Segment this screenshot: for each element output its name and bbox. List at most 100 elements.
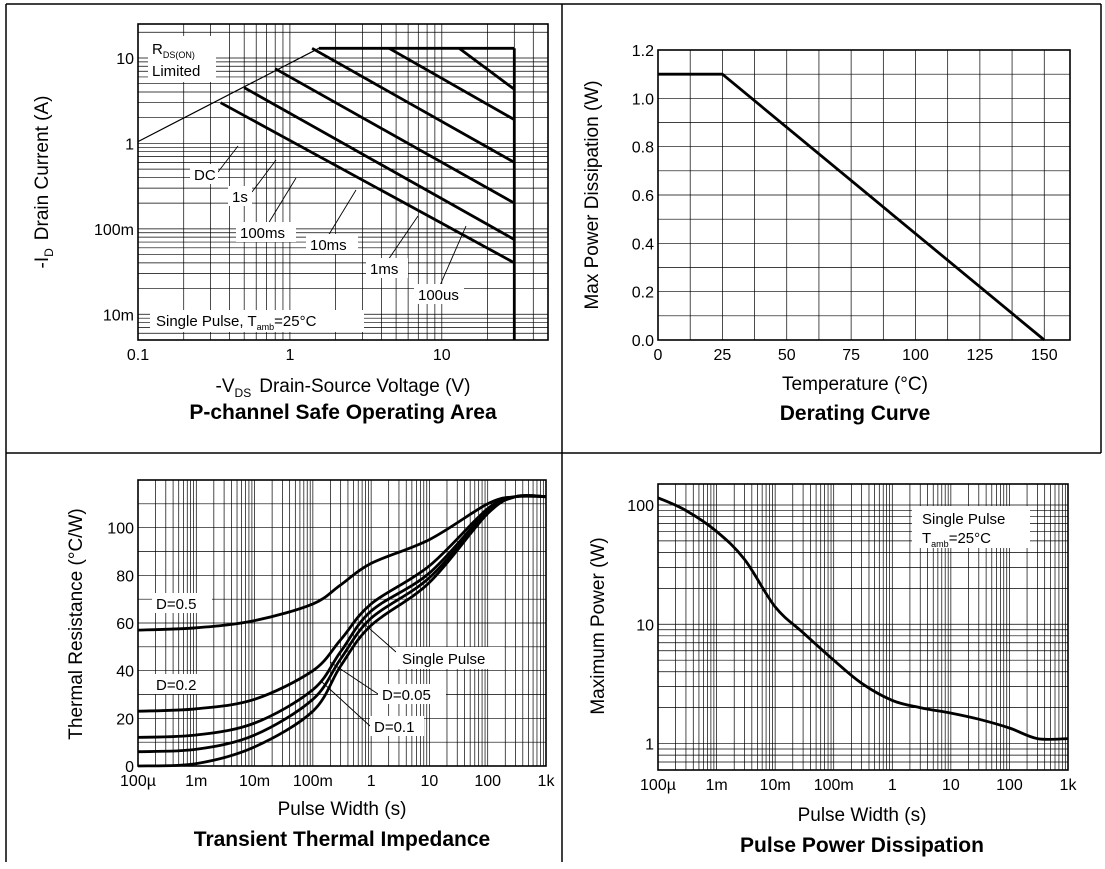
pulse-power-ticks: 100µ 1m 10m 100m 1 10 100 1k 100 10 1 <box>627 498 1077 794</box>
derating-y-tick-label: 0.0 <box>632 333 654 350</box>
thermal-x-tick-label: 10m <box>239 773 270 790</box>
derating-y-tick-label: 0.8 <box>632 140 654 157</box>
soa-ticks: 0.1 1 10 10 1 100m 10m <box>94 51 451 364</box>
derating-chart: 0 25 50 75 100 125 150 0.0 0.2 0.4 0.6 0.8 1.0 1.2 Te… <box>582 43 1071 425</box>
soa-y-tick-label: 100m <box>94 222 134 239</box>
thermal-x-tick-label: 1k <box>538 773 556 790</box>
soa-x-tick-label: 1 <box>285 347 294 364</box>
pulse-power-series <box>657 496 1069 741</box>
soa-dc-bg <box>190 164 218 184</box>
derating-plot-frame <box>657 49 1071 341</box>
soa-series-line-8 <box>137 47 320 143</box>
pulsepower-x-tick-label: 100µ <box>640 777 676 794</box>
soa-1ms-bg <box>366 258 408 278</box>
soa-title: P-channel Safe Operating Area <box>189 401 497 424</box>
derating-y-tick-label: 0.6 <box>632 188 654 205</box>
soa-100us-label: 100us <box>418 287 459 304</box>
pulsepower-series-line-0 <box>657 496 1069 741</box>
pulse-power-chart: 100µ 1m 10m 100m 1 10 100 1k 100 10 1 Single Pulse… <box>588 483 1077 857</box>
thermal-x-tick-label: 1m <box>185 773 207 790</box>
derating-y-axis-label: Max Power Dissipation (W) <box>582 80 603 309</box>
thermal-grid <box>138 480 546 766</box>
thermal-d02-bg <box>152 674 212 694</box>
thermal-y-tick-label: 80 <box>116 568 134 585</box>
soa-1ms-label: 1ms <box>370 261 398 278</box>
thermal-y-tick-label: 40 <box>116 664 134 681</box>
soa-series-line-1 <box>243 86 515 241</box>
soa-10ms-label: 10ms <box>310 237 347 254</box>
soa-1s-label: 1s <box>232 189 248 206</box>
thermal-d05-label: D=0.5 <box>156 596 196 613</box>
pulsepower-y-tick-label: 100 <box>627 498 654 515</box>
derating-x-tick-label: 100 <box>902 347 929 364</box>
soa-10ms-bg <box>306 234 358 254</box>
derating-x-tick-label: 75 <box>842 347 860 364</box>
soa-x-axis-label: -VDS Drain-Source Voltage (V) <box>216 376 471 400</box>
pulsepower-x-tick-label: 10 <box>942 777 960 794</box>
thermal-x-tick-label: 100µ <box>120 773 156 790</box>
soa-series <box>137 46 516 340</box>
thermal-x-tick-label: 10 <box>421 773 439 790</box>
derating-y-tick-label: 0.2 <box>632 285 654 302</box>
pulse-power-tamb-label: Tamb=25°C <box>922 530 991 549</box>
soa-100ms-bg <box>236 222 296 242</box>
pulse-power-plot-frame <box>657 483 1069 771</box>
pulsepower-x-tick-label: 10m <box>760 777 791 794</box>
soa-rds-box <box>148 36 216 82</box>
pulse-power-y-axis-label: Maximum Power (W) <box>588 537 609 714</box>
pulsepower-y-tick-label: 10 <box>636 617 654 634</box>
thermal-y-tick-label: 60 <box>116 616 134 633</box>
soa-series-line-2 <box>274 67 515 205</box>
soa-y-tick-label: 10 <box>116 51 134 68</box>
derating-x-axis-label: Temperature (°C) <box>782 374 928 395</box>
soa-100us-bg <box>414 284 464 304</box>
thermal-y-tick-label: 100 <box>107 521 134 538</box>
soa-y-axis-label: -IDDrain Current (A) <box>32 96 56 269</box>
thermal-x-axis-label: Pulse Width (s) <box>278 799 407 820</box>
soa-chart: 0.1 1 10 10 1 100m 10m RDS(ON) Limited DC 1s 1… <box>32 23 549 424</box>
derating-x-tick-label: 50 <box>778 347 796 364</box>
thermal-y-tick-label: 20 <box>116 711 134 728</box>
thermal-y-tick-label: 0 <box>125 759 134 776</box>
derating-ticks: 0 25 50 75 100 125 150 0.0 0.2 0.4 0.6 0.8 1.0 1.2 <box>632 43 1058 364</box>
soa-single-pulse-bg <box>150 310 364 332</box>
pulse-power-single-pulse-label: Single Pulse <box>922 511 1005 528</box>
pulsepower-x-tick-label: 1 <box>888 777 897 794</box>
thermal-y-axis-label: Thermal Resistance (°C/W) <box>66 508 87 739</box>
thermal-title: Transient Thermal Impedance <box>194 828 490 851</box>
derating-x-tick-label: 150 <box>1031 347 1058 364</box>
thermal-single-pulse-bg <box>396 647 504 669</box>
pulsepower-x-tick-label: 1m <box>705 777 727 794</box>
soa-series-line-3 <box>311 47 515 164</box>
soa-100ms-label: 100ms <box>240 225 285 242</box>
thermal-x-tick-label: 1 <box>367 773 376 790</box>
pulsepower-y-tick-label: 1 <box>645 737 654 754</box>
pulse-power-x-axis-label: Pulse Width (s) <box>798 805 927 826</box>
pulse-power-title: Pulse Power Dissipation <box>740 834 984 857</box>
soa-1s-bg <box>228 186 252 206</box>
derating-title: Derating Curve <box>780 402 931 425</box>
derating-series <box>658 72 1046 342</box>
derating-y-tick-label: 0.4 <box>632 236 654 253</box>
soa-x-tick-label: 0.1 <box>127 347 149 364</box>
pulsepower-x-tick-label: 100m <box>814 777 854 794</box>
soa-y-tick-label: 10m <box>103 307 134 324</box>
derating-y-tick-label: 1.0 <box>632 91 654 108</box>
soa-series-line-4 <box>388 47 515 121</box>
derating-series-line-0 <box>658 72 1046 342</box>
thermal-d05-bg <box>152 593 212 613</box>
derating-x-tick-label: 25 <box>713 347 731 364</box>
derating-x-tick-label: 125 <box>967 347 994 364</box>
thermal-d005-bg <box>378 684 446 704</box>
thermal-single-pulse-label: Single Pulse <box>402 651 485 668</box>
soa-rds-label: RDS(ON) <box>152 41 195 60</box>
soa-x-tick-label: 10 <box>433 347 451 364</box>
pulsepower-x-tick-label: 1k <box>1060 777 1078 794</box>
soa-leader-lines <box>217 145 467 291</box>
derating-x-tick-label: 0 <box>654 347 663 364</box>
quadrant-frame <box>5 3 1102 862</box>
thermal-x-tick-label: 100m <box>293 773 333 790</box>
